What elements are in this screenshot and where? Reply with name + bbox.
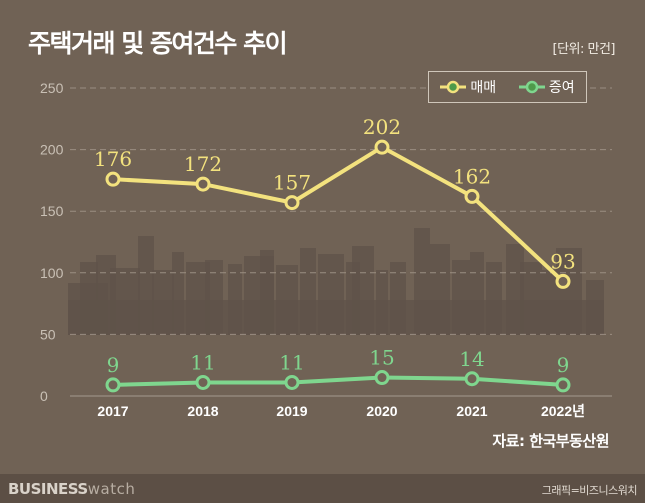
y-tick-label: 150 xyxy=(40,203,64,219)
x-tick-label: 2019 xyxy=(276,403,307,419)
legend-item-trade: 매매 xyxy=(440,77,496,97)
data-label: 202 xyxy=(363,115,401,139)
unit-label: [단위: 만건] xyxy=(552,42,616,57)
data-label: 162 xyxy=(453,164,491,188)
x-tick-label: 2021 xyxy=(456,403,487,419)
data-label: 14 xyxy=(459,347,484,371)
x-tick-label: 2020 xyxy=(366,403,397,419)
brand-light: watch xyxy=(87,480,136,498)
x-tick-label: 2022년 xyxy=(541,403,585,419)
data-point xyxy=(105,171,121,187)
x-tick-label: 2018 xyxy=(187,403,218,419)
legend-trade-marker-icon xyxy=(440,80,467,94)
data-point xyxy=(555,273,571,289)
data-label: 9 xyxy=(557,353,570,377)
data-point xyxy=(555,377,571,393)
brand-bold: BUSINESS xyxy=(8,480,88,498)
y-tick-label: 100 xyxy=(40,265,64,281)
data-label: 157 xyxy=(273,171,311,195)
data-label: 11 xyxy=(279,350,304,374)
data-label: 176 xyxy=(94,147,132,171)
data-point xyxy=(284,195,300,211)
line-chart: 0 50 100 150 200 250 2017 2018 2019 2020 2021 2022년… xyxy=(40,80,612,419)
data-label: 11 xyxy=(190,350,215,374)
legend-label: 매매 xyxy=(470,80,497,96)
chart-title: 주택거래 및 증여건수 추이 xyxy=(28,29,288,58)
y-tick-label: 50 xyxy=(40,326,56,342)
data-point xyxy=(284,374,300,390)
data-label: 172 xyxy=(184,152,222,176)
series-line-0 xyxy=(112,144,565,283)
legend-item-gift: 증여 xyxy=(518,77,575,97)
x-tick-label: 2017 xyxy=(97,403,128,419)
data-point xyxy=(195,176,211,192)
data-label: 15 xyxy=(369,346,394,370)
y-tick-label: 0 xyxy=(40,388,48,404)
brand-logo: BUSINESSwatch xyxy=(8,480,135,498)
y-tick-label: 250 xyxy=(40,80,64,96)
series-line-1 xyxy=(112,375,564,387)
graphic-credit: 그래픽=비즈니스워치 xyxy=(541,484,638,497)
source-note: 자료: 한국부동산원 xyxy=(492,432,609,450)
legend: 매매 증여 xyxy=(428,71,587,103)
data-label: 93 xyxy=(550,249,575,273)
data-point xyxy=(105,377,121,393)
legend-label: 증여 xyxy=(548,80,575,96)
data-point xyxy=(464,371,480,387)
y-tick-label: 200 xyxy=(40,142,64,158)
legend-gift-marker-icon xyxy=(518,80,545,94)
footer: BUSINESSwatch 그래픽=비즈니스워치 xyxy=(0,474,645,503)
data-point xyxy=(374,370,390,386)
data-point xyxy=(374,139,390,155)
data-point xyxy=(195,374,211,390)
skyline-base-icon xyxy=(68,300,604,335)
data-label: 9 xyxy=(107,353,120,377)
data-point xyxy=(464,188,480,204)
